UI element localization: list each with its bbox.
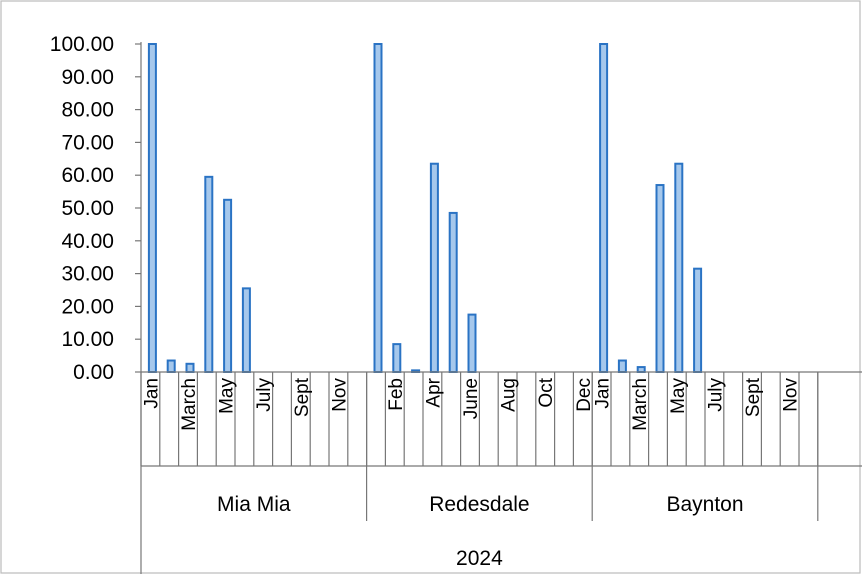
bar — [448, 211, 458, 373]
x-axis: Jan March May July Sept Nov Feb Apr June Aug Oct De… — [141, 377, 801, 431]
group-label: Baynton — [666, 493, 743, 516]
bar — [147, 43, 157, 373]
x-tick-label: July — [705, 378, 726, 412]
bar — [599, 43, 609, 373]
axes — [140, 42, 862, 574]
bar — [655, 184, 665, 373]
group-label: Redesdale — [429, 493, 529, 516]
y-tick-label: 50.00 — [61, 197, 114, 220]
y-tick-label: 60.00 — [61, 164, 114, 187]
x-tick-label: Oct — [536, 377, 557, 407]
bar — [166, 359, 176, 373]
bars — [147, 43, 703, 374]
bar — [223, 198, 233, 373]
bar — [617, 359, 627, 373]
group-label: Mia Mia — [217, 493, 291, 516]
y-tick-label: 90.00 — [61, 66, 114, 89]
group-labels: Mia Mia Redesdale Baynton — [217, 493, 743, 516]
x-tick-label: Nov — [781, 378, 802, 412]
x-tick-label: Apr — [423, 377, 444, 407]
bar — [467, 313, 477, 374]
bar — [674, 162, 684, 373]
x-tick-label: Dec — [574, 378, 595, 412]
y-tick-label: 100.00 — [50, 33, 114, 56]
x-tick-label: March — [630, 378, 651, 431]
bar — [636, 366, 646, 373]
y-tick-label: 80.00 — [61, 99, 114, 122]
y-tick-label: 10.00 — [61, 328, 114, 351]
x-tick-label: May — [668, 378, 689, 414]
x-tick-label: May — [217, 378, 238, 414]
x-tick-label: June — [461, 378, 482, 419]
bar — [693, 267, 703, 373]
bar — [392, 343, 402, 373]
bar — [241, 287, 251, 373]
x-tick-label: Sept — [292, 377, 313, 417]
y-tick-label: 0.00 — [73, 361, 114, 384]
x-tick-label: Feb — [386, 378, 407, 411]
bar — [185, 362, 195, 373]
bar — [429, 162, 439, 373]
outer-category-label: 2024 — [456, 547, 503, 570]
y-tick-label: 40.00 — [61, 230, 114, 253]
x-tick-label: July — [254, 378, 275, 412]
x-tick-label: March — [179, 378, 200, 431]
x-tick-label: Jan — [141, 378, 162, 409]
y-tick-label: 70.00 — [61, 131, 114, 154]
y-axis: 0.00 10.00 20.00 30.00 40.00 50.00 60.00 70.00 8… — [50, 33, 141, 384]
y-tick-label: 30.00 — [61, 263, 114, 286]
x-tick-label: Sept — [743, 377, 764, 417]
x-tick-label: Nov — [329, 378, 350, 412]
x-tick-label: Jan — [593, 378, 614, 409]
bar — [373, 43, 383, 373]
x-tick-label: Aug — [499, 378, 520, 412]
y-tick-label: 20.00 — [61, 295, 114, 318]
bar — [204, 175, 214, 373]
